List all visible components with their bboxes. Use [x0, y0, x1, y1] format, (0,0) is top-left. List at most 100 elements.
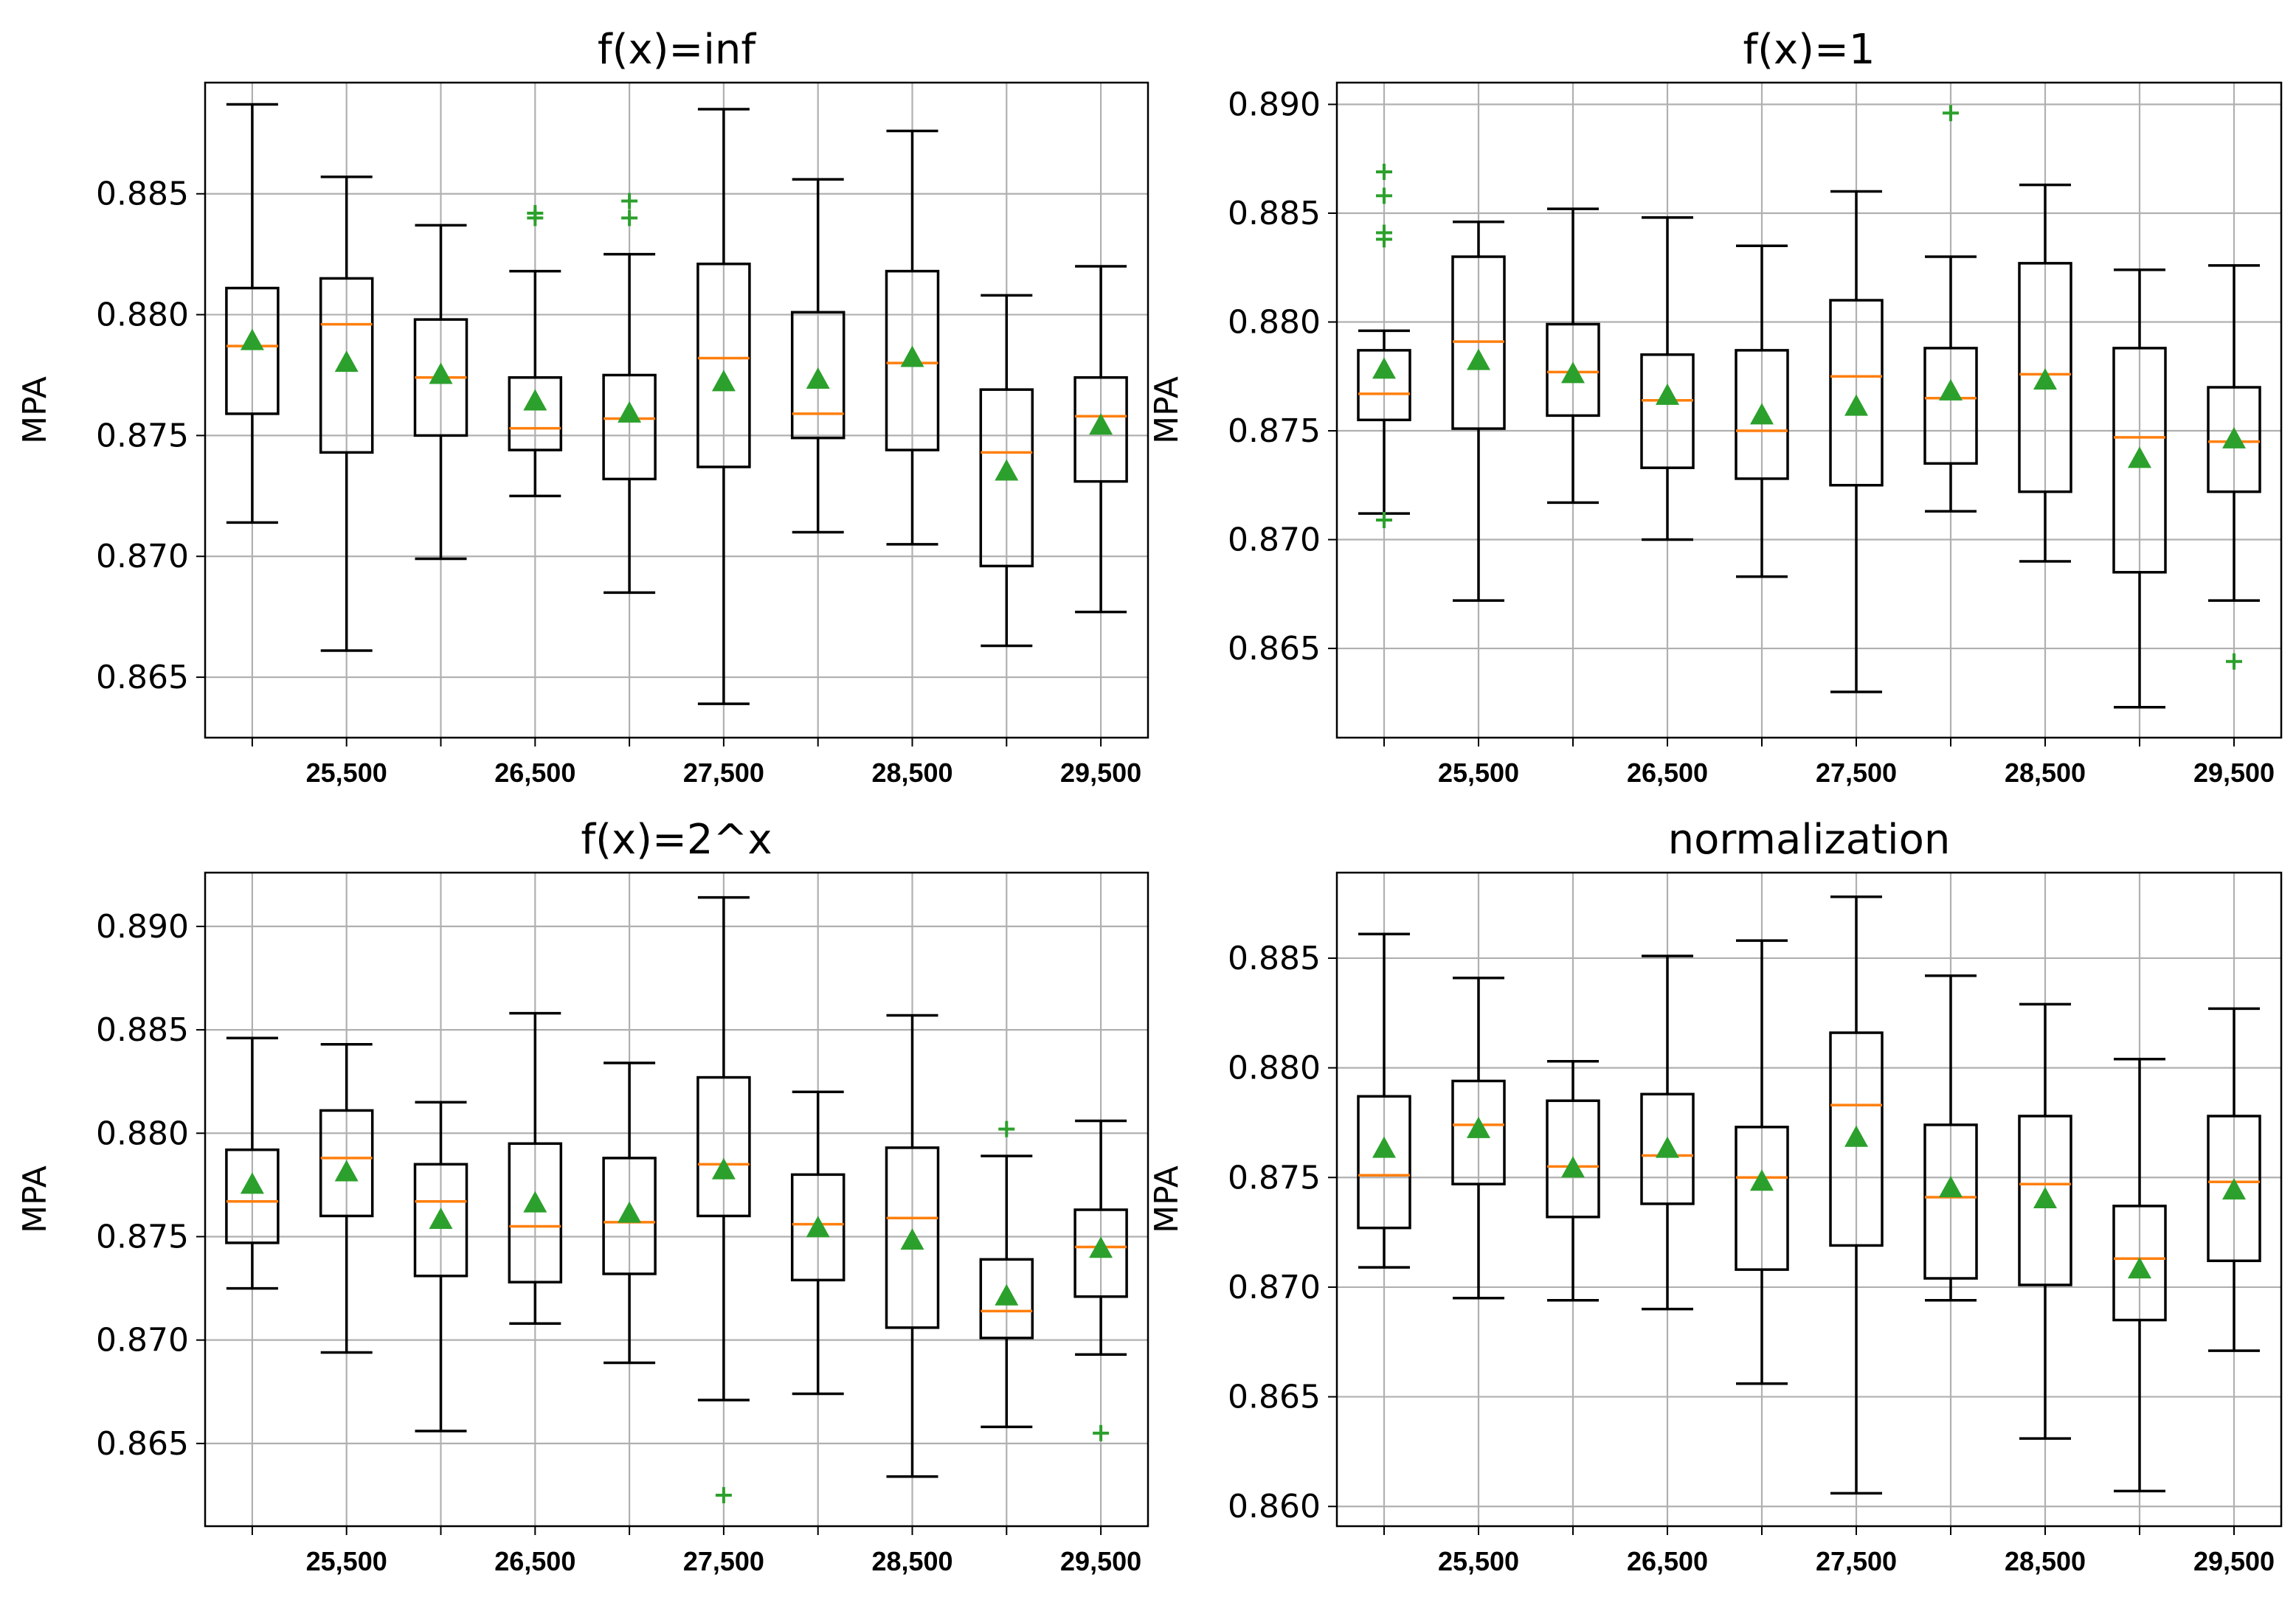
box-6 — [1829, 895, 1884, 1495]
y-axis-label: MPA — [1148, 376, 1186, 444]
y-tick-label: 0.880 — [1228, 1050, 1321, 1087]
y-tick-label: 0.880 — [1228, 304, 1321, 342]
mean-marker — [900, 1228, 924, 1250]
y-tick-label: 0.880 — [96, 297, 189, 334]
iqr-box — [696, 263, 751, 468]
box-1 — [225, 1036, 280, 1290]
iqr-box — [508, 1142, 563, 1284]
box-4 — [508, 1011, 563, 1325]
plot-frame — [1335, 871, 2283, 1528]
iqr-box — [319, 1109, 374, 1218]
plot-frame — [204, 81, 1149, 739]
mean-marker — [1656, 383, 1679, 405]
chart-panel-3: f(x)=2^x MPA 0.865 0.870 0.875 0.880 0.885 0.89… — [16, 816, 1149, 1576]
iqr-box — [602, 373, 657, 481]
box-10 — [2207, 1007, 2261, 1352]
outlier-marker — [715, 1486, 732, 1503]
iqr-box — [1546, 322, 1600, 418]
x-tick-label: 27,500 — [1816, 758, 1897, 788]
chart-panel-1: f(x)=inf MPA 0.865 0.870 0.875 0.880 0.885 25,5… — [16, 26, 1149, 788]
y-tick-label: 0.860 — [1228, 1488, 1321, 1525]
box-6 — [1829, 190, 1884, 693]
iqr-box — [2207, 386, 2261, 493]
x-tick-label: 28,500 — [871, 758, 952, 788]
outlier-marker — [621, 193, 638, 209]
box-3 — [413, 224, 468, 561]
box-5 — [1735, 244, 1789, 578]
box-2 — [319, 1042, 374, 1354]
outlier-marker — [2226, 653, 2242, 670]
iqr-box — [1640, 1092, 1695, 1205]
box-9 — [979, 1120, 1034, 1429]
iqr-box — [2112, 1205, 2167, 1322]
mean-marker — [429, 1208, 453, 1230]
mean-marker — [1844, 394, 1868, 416]
y-axis-label: MPA — [16, 376, 54, 444]
mean-marker — [1750, 1169, 1774, 1191]
x-tick-label: 29,500 — [1060, 758, 1141, 788]
y-tick-label: 0.875 — [96, 417, 189, 454]
mean-marker — [334, 350, 359, 373]
x-tick-label: 27,500 — [1816, 1546, 1897, 1576]
iqr-box — [1640, 353, 1695, 469]
y-tick-label: 0.885 — [1228, 940, 1321, 977]
y-tick-label: 0.870 — [96, 1322, 189, 1359]
iqr-box — [2018, 262, 2072, 493]
mean-marker — [1467, 1116, 1490, 1138]
box-2 — [1451, 976, 1506, 1300]
chart-title: f(x)=1 — [1743, 26, 1875, 74]
iqr-box — [885, 269, 940, 451]
iqr-box — [1357, 1095, 1411, 1230]
iqr-box — [790, 1173, 846, 1282]
box-1 — [225, 103, 280, 524]
y-tick-label: 0.880 — [96, 1115, 189, 1152]
y-tick-label: 0.885 — [1228, 195, 1321, 232]
mean-marker — [2222, 1178, 2246, 1200]
iqr-box — [979, 388, 1034, 568]
chart-panel-4: normalization MPA 0.860 0.865 0.870 0.875 0.88… — [1148, 816, 2283, 1576]
iqr-box — [1073, 376, 1128, 483]
iqr-box — [1829, 1031, 1884, 1247]
outlier-marker — [1376, 163, 1392, 180]
box-10 — [1073, 1119, 1128, 1441]
y-tick-label: 0.870 — [1228, 1269, 1321, 1306]
box-3 — [413, 1101, 468, 1433]
y-tick-label: 0.865 — [1228, 1379, 1321, 1416]
x-tick-label: 29,500 — [1060, 1546, 1141, 1576]
box-3 — [1546, 207, 1600, 505]
outlier-marker — [1376, 187, 1392, 204]
chart-panel-2: f(x)=1 MPA 0.865 0.870 0.875 0.880 0.885 0.890 2… — [1148, 26, 2283, 788]
box-7 — [1923, 105, 1978, 513]
outlier-marker — [1376, 224, 1392, 241]
box-8 — [885, 129, 940, 546]
box-2 — [319, 176, 374, 652]
outlier-marker — [1093, 1424, 1110, 1441]
outlier-marker — [1943, 105, 1959, 122]
box-4 — [1640, 955, 1695, 1311]
iqr-box — [790, 311, 846, 440]
mean-marker — [1561, 1156, 1585, 1178]
mean-marker — [523, 1191, 547, 1213]
mean-marker — [711, 370, 736, 392]
x-tick-label: 25,500 — [306, 1546, 387, 1576]
box-9 — [2112, 268, 2167, 709]
mean-marker — [523, 389, 547, 411]
box-7 — [790, 1090, 846, 1396]
mean-marker — [1561, 361, 1585, 384]
y-tick-label: 0.890 — [96, 908, 189, 946]
mean-marker — [334, 1160, 359, 1182]
x-tick-label: 26,500 — [1627, 758, 1708, 788]
mean-marker — [2033, 368, 2057, 390]
mean-marker — [240, 328, 264, 350]
iqr-box — [1073, 1208, 1128, 1298]
box-6 — [696, 896, 751, 1503]
mean-marker — [1844, 1125, 1868, 1147]
x-tick-label: 27,500 — [683, 1546, 764, 1576]
box-1 — [1357, 932, 1411, 1269]
y-tick-label: 0.890 — [1228, 86, 1321, 124]
box-5 — [1735, 939, 1789, 1385]
box-4 — [1640, 216, 1695, 541]
mean-marker — [995, 1284, 1019, 1306]
mean-marker — [2128, 446, 2151, 468]
